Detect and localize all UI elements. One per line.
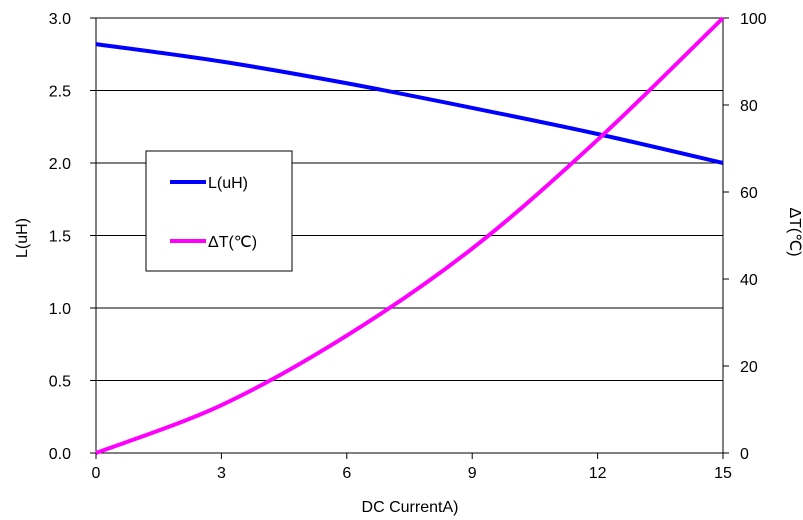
series-lines [95, 16, 725, 455]
left-axis-ticks: 0.0 0.5 1.0 1.5 2.0 2.5 3.0 [49, 11, 96, 463]
legend-label-delta-t: ΔT(℃) [208, 234, 257, 251]
x-tick-label: 12 [589, 465, 607, 482]
left-tick-label: 1.0 [49, 301, 71, 318]
left-tick-label: 2.0 [49, 156, 71, 173]
right-axis-label: ΔT(℃) [786, 207, 803, 256]
left-tick-label: 0.5 [49, 374, 71, 391]
left-axis-label: L(uH) [14, 218, 31, 258]
x-tick-label: 15 [714, 465, 732, 482]
x-tick-label: 6 [342, 465, 351, 482]
left-tick-label: 1.5 [49, 229, 71, 246]
x-axis-label: DC CurrentA) [362, 499, 459, 516]
series-line-l-uh [95, 42, 724, 165]
x-tick-label: 0 [92, 465, 101, 482]
right-tick-label: 100 [740, 11, 767, 28]
series-line-delta-t [95, 16, 725, 455]
right-tick-label: 0 [740, 446, 749, 463]
right-tick-label: 80 [740, 98, 758, 115]
left-tick-label: 2.5 [49, 84, 71, 101]
right-tick-label: 20 [740, 359, 758, 376]
right-tick-label: 40 [740, 272, 758, 289]
x-tick-label: 9 [468, 465, 477, 482]
legend-label-l-uh: L(uH) [208, 175, 248, 192]
left-tick-label: 3.0 [49, 11, 71, 28]
right-tick-label: 60 [740, 185, 758, 202]
x-axis-ticks: 0 3 6 9 12 15 [92, 453, 732, 482]
legend: L(uH) ΔT(℃) [145, 150, 293, 272]
right-axis-ticks: 0 20 40 60 80 100 [723, 11, 767, 463]
legend-box [145, 150, 293, 272]
left-tick-label: 0.0 [49, 446, 71, 463]
x-tick-label: 3 [217, 465, 226, 482]
